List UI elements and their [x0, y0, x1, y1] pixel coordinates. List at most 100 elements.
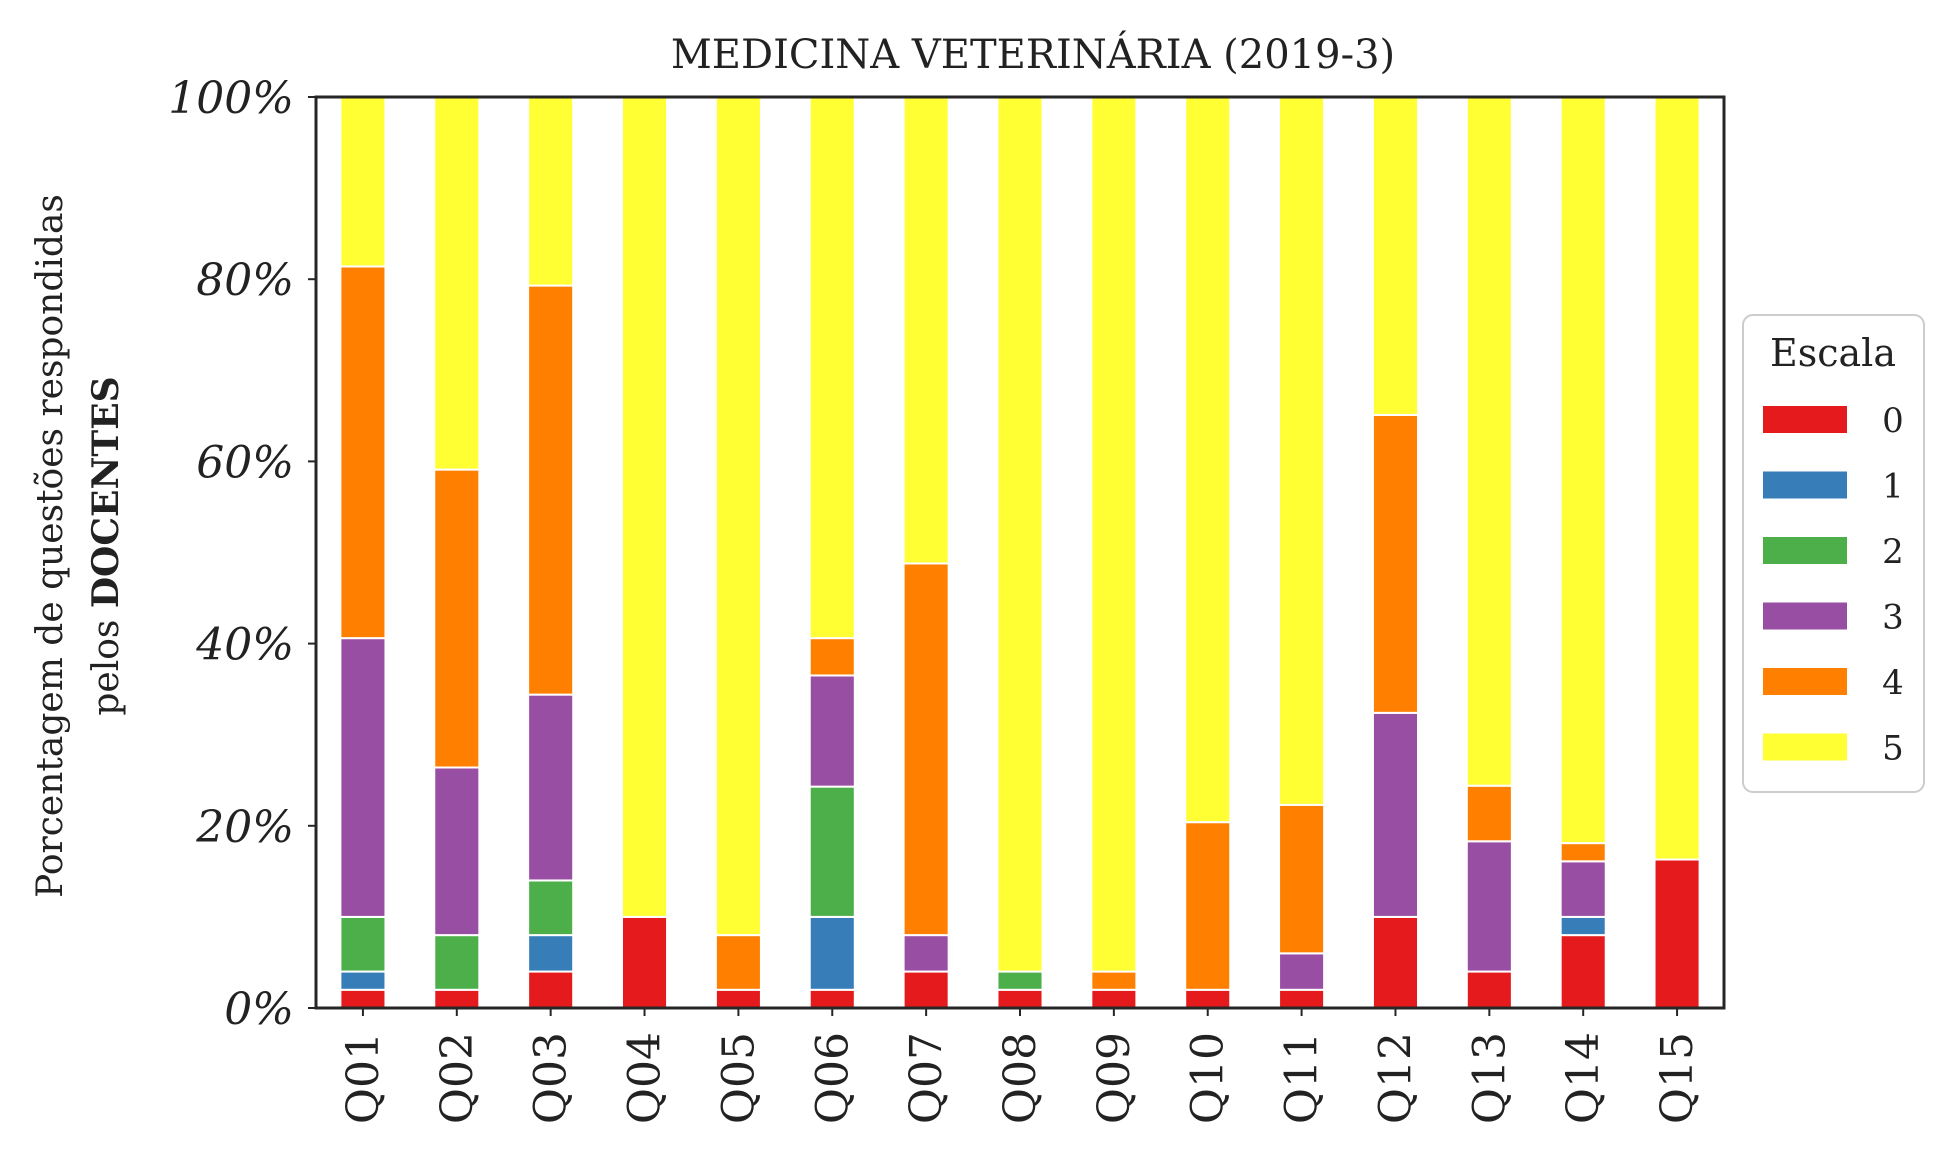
- bar-segment: [339, 96, 387, 268]
- bar-segment: [1465, 840, 1513, 973]
- bar-segment: [339, 915, 387, 973]
- x-tick-label: Q04: [620, 1032, 671, 1124]
- bar-segment: [714, 988, 762, 1010]
- bar-segment: [433, 96, 481, 471]
- bar-segment: [1371, 413, 1419, 714]
- y-tick-label: 60%: [196, 437, 294, 488]
- bars-group: [339, 96, 1701, 1010]
- x-tick-label: Q15: [1652, 1032, 1703, 1124]
- legend-swatch: [1763, 406, 1847, 433]
- bar-segment: [996, 96, 1044, 973]
- x-tick-label: Q14: [1558, 1032, 1609, 1124]
- bar-segment: [1278, 952, 1326, 991]
- legend-items: 0 1 2 3 4 5: [1763, 401, 1904, 769]
- legend-swatch: [1763, 471, 1847, 499]
- chart-title: MEDICINA VETERINÁRIA (2019-3): [671, 31, 1395, 78]
- bar-segment: [1090, 970, 1138, 991]
- bar-segment: [996, 988, 1044, 1010]
- bar-segment: [1371, 915, 1419, 1010]
- bar-segment: [527, 970, 575, 1009]
- bar-segment: [996, 970, 1044, 991]
- bar-segment: [1371, 96, 1419, 416]
- bar-segment: [1090, 988, 1138, 1010]
- bar-segment: [808, 988, 856, 1010]
- x-tick-label: Q08: [995, 1032, 1046, 1124]
- bar-segment: [527, 934, 575, 973]
- legend-label: 3: [1882, 598, 1904, 638]
- bar-segment: [1559, 934, 1607, 1009]
- bar-segment: [433, 766, 481, 937]
- x-tick-label: Q01: [338, 1032, 389, 1124]
- y-tick-label: 20%: [195, 802, 294, 853]
- bar-segment: [433, 988, 481, 1010]
- bar-segment: [808, 785, 856, 918]
- legend-label: 1: [1882, 467, 1904, 507]
- y-axis-title-prefix: pelos: [86, 608, 127, 715]
- bar-segment: [1653, 858, 1701, 1010]
- bar-segment: [527, 96, 575, 287]
- x-tick-label: Q11: [1277, 1032, 1328, 1124]
- bar-segment: [339, 970, 387, 991]
- bar-segment: [808, 674, 856, 788]
- y-tick-label: 0%: [224, 984, 294, 1035]
- bar-segment: [433, 468, 481, 769]
- bar-segment: [1465, 784, 1513, 843]
- legend-label: 2: [1882, 532, 1904, 572]
- bar-segment: [1465, 970, 1513, 1009]
- y-axis-title-line1: Porcentagem de questões respondidas: [30, 194, 71, 898]
- y-axis-title: Porcentagem de questões respondidas pelo…: [30, 194, 127, 898]
- bar-segment: [1653, 96, 1701, 861]
- bar-segment: [902, 970, 950, 1009]
- bar-segment: [1559, 915, 1607, 937]
- bar-segment: [902, 562, 950, 937]
- x-tick-label: Q09: [1089, 1032, 1140, 1124]
- legend-swatch: [1763, 668, 1847, 695]
- bar-segment: [621, 96, 669, 918]
- plot-frame: [314, 95, 1726, 1010]
- bar-segment: [621, 915, 669, 1010]
- y-tick-label: 80%: [196, 255, 294, 306]
- legend: Escala 0 1 2 3 4 5: [1742, 314, 1925, 793]
- x-tick-label: Q07: [901, 1032, 952, 1124]
- y-tick-label: 100%: [168, 73, 294, 124]
- bar-segment: [1465, 96, 1513, 787]
- bar-segment: [714, 96, 762, 937]
- bar-segment: [808, 915, 856, 991]
- bar-segment: [808, 637, 856, 677]
- bar-segment: [339, 988, 387, 1010]
- bar-segment: [1278, 96, 1326, 806]
- bar-segment: [1559, 842, 1607, 863]
- y-tick-label: 40%: [195, 620, 294, 671]
- bar-segment: [339, 637, 387, 918]
- legend-swatch: [1763, 733, 1847, 761]
- y-axis-ticks: 0% 20% 40% 60% 80% 100%: [168, 73, 316, 1035]
- bar-segment: [902, 934, 950, 973]
- bar-segment: [339, 265, 387, 640]
- legend-swatch: [1763, 602, 1847, 630]
- x-axis-ticks: Q01 Q02 Q03 Q04 Q05 Q06 Q07 Q08 Q09 Q10 Q11 Q12 Q13 Q…: [338, 1008, 1703, 1124]
- bar-segment: [1278, 803, 1326, 955]
- y-axis-title-bold: DOCENTES: [85, 376, 127, 608]
- x-tick-label: Q03: [526, 1032, 577, 1124]
- bar-segment: [1184, 821, 1232, 991]
- bar-segment: [1184, 96, 1232, 824]
- bar-segment: [1559, 860, 1607, 918]
- bar-segment: [808, 96, 856, 640]
- x-tick-label: Q05: [713, 1032, 764, 1124]
- bar-segment: [902, 96, 950, 565]
- legend-label: 0: [1882, 401, 1904, 441]
- bar-segment: [1371, 711, 1419, 918]
- bar-segment: [527, 284, 575, 696]
- bar-segment: [527, 693, 575, 882]
- y-axis-title-line2: pelos DOCENTES: [85, 376, 127, 715]
- x-tick-label: Q12: [1370, 1032, 1421, 1124]
- x-tick-label: Q13: [1464, 1032, 1515, 1124]
- bar-segment: [1184, 988, 1232, 1010]
- bar-segment: [1559, 96, 1607, 845]
- bar-segment: [527, 879, 575, 937]
- legend-title: Escala: [1770, 331, 1896, 375]
- x-tick-label: Q10: [1183, 1032, 1234, 1124]
- x-tick-label: Q02: [432, 1032, 483, 1124]
- bar-segment: [1090, 96, 1138, 973]
